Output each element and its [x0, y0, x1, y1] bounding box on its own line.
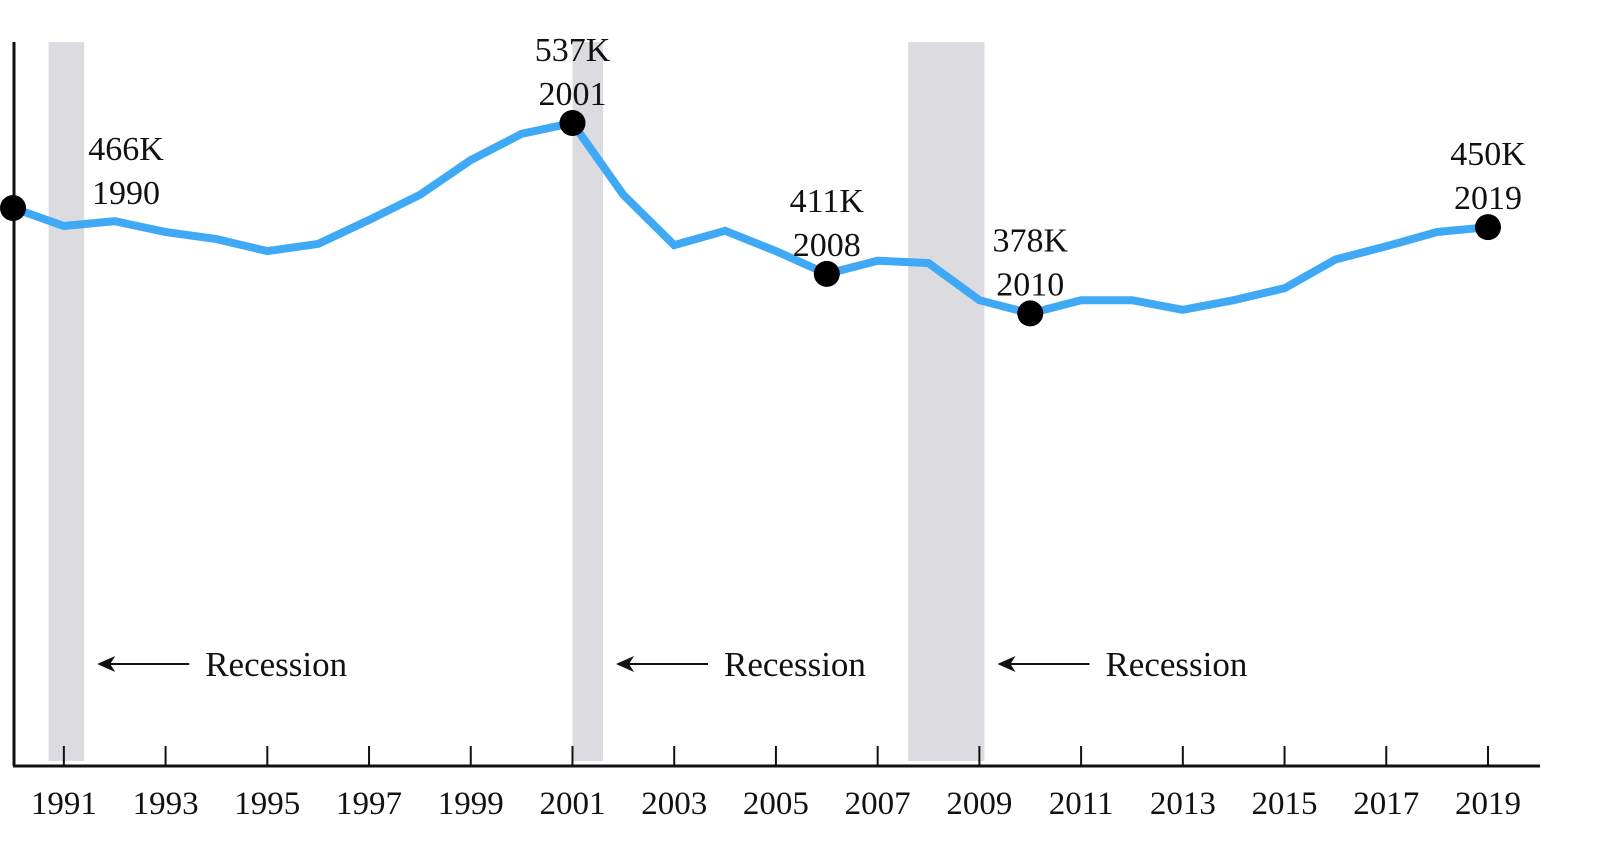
recession-arrow-head: [97, 656, 116, 672]
x-tick-label: 1997: [336, 786, 402, 822]
highlight-value-label: 466K: [88, 131, 164, 168]
x-tick-label: 2013: [1150, 786, 1216, 822]
x-tick-label: 2017: [1353, 786, 1419, 822]
x-tick-label: 2009: [946, 786, 1012, 822]
x-tick-label: 1999: [438, 786, 504, 822]
x-tick-label: 2011: [1049, 786, 1114, 822]
recession-band: [908, 42, 985, 761]
x-tick-label: 2003: [641, 786, 707, 822]
series-line: [11, 118, 1489, 318]
highlight-points: [0, 110, 1501, 327]
highlight-value-label: 378K: [992, 222, 1068, 259]
recession-label: Recession: [205, 645, 347, 684]
recession-label: Recession: [724, 645, 866, 684]
x-tick-label: 1993: [133, 786, 199, 822]
x-tick-label: 2007: [845, 786, 911, 822]
highlight-year-label: 2001: [538, 76, 606, 113]
highlight-value-label: 450K: [1450, 136, 1526, 173]
x-tick-label: 2001: [539, 786, 605, 822]
x-tick-label: 1995: [234, 786, 300, 822]
highlight-point: [1017, 300, 1044, 327]
highlight-year-label: 1990: [92, 175, 160, 212]
highlight-point: [559, 110, 586, 136]
x-axis-ticks: 1991 1993 1995 1997 1999 2001 2003 2005 2007 2009…: [31, 746, 1521, 822]
recession-arrow-head: [997, 656, 1016, 672]
x-tick-label: 1991: [31, 786, 97, 822]
highlight-year-label: 2019: [1454, 180, 1522, 217]
highlight-year-label: 2008: [793, 227, 861, 264]
recession-band: [48, 42, 85, 761]
highlight-point: [0, 195, 26, 222]
highlight-point: [813, 260, 840, 287]
x-tick-label: 2015: [1252, 786, 1318, 822]
x-tick-label: 2005: [743, 786, 809, 822]
highlight-value-label: 411K: [790, 183, 865, 220]
highlight-value-label: 537K: [535, 32, 611, 69]
highlight-annotations: 466K 1990 537K 2001 411K 2008 378K 2010 450K 2019: [88, 32, 1526, 303]
recession-label: Recession: [1105, 645, 1247, 684]
recession-arrow-head: [616, 656, 634, 672]
x-tick-label: 2019: [1455, 786, 1521, 822]
highlight-point: [1475, 214, 1501, 241]
series: [11, 118, 1489, 318]
recession-annotations: Recession Recession Recession: [97, 645, 1247, 684]
highlight-year-label: 2010: [996, 266, 1064, 303]
